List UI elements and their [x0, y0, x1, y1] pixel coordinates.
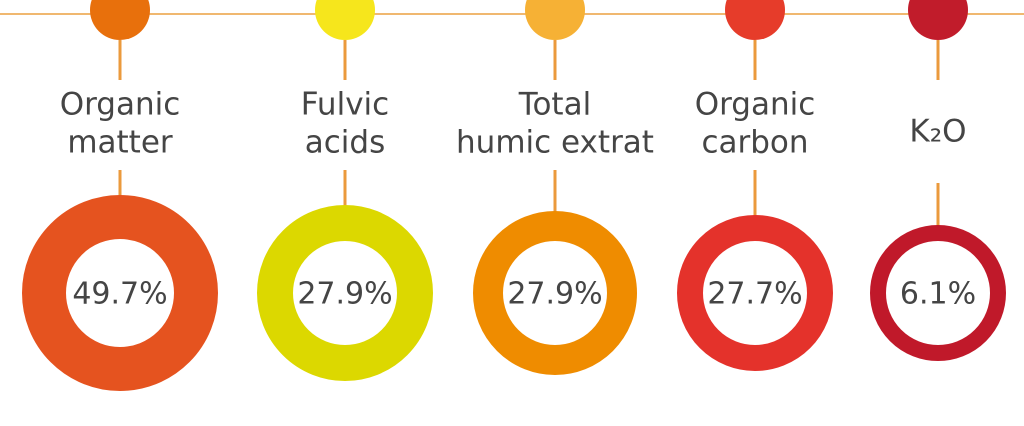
ring [257, 205, 433, 381]
ring [22, 195, 218, 391]
item-label: Total [518, 87, 591, 123]
item-label: K₂O [909, 114, 966, 150]
item-value: 6.1% [900, 277, 976, 312]
item-label: humic extrat [456, 125, 654, 161]
ring [473, 211, 637, 375]
item-value: 27.9% [297, 277, 392, 312]
item-value: 27.7% [707, 277, 802, 312]
item-label: carbon [701, 125, 808, 161]
item-label: Organic [695, 87, 816, 123]
item-label: Organic [60, 87, 181, 123]
top-dot [725, 0, 785, 40]
ring [677, 215, 833, 371]
item-value: 27.9% [507, 277, 602, 312]
top-dot [90, 0, 150, 40]
top-dot [908, 0, 968, 40]
ring [870, 225, 1006, 361]
top-dot [525, 0, 585, 40]
item-label: matter [67, 125, 173, 161]
top-dot [315, 0, 375, 40]
item-label: acids [305, 125, 385, 161]
item-label: Fulvic [301, 87, 389, 123]
item-value: 49.7% [72, 277, 167, 312]
